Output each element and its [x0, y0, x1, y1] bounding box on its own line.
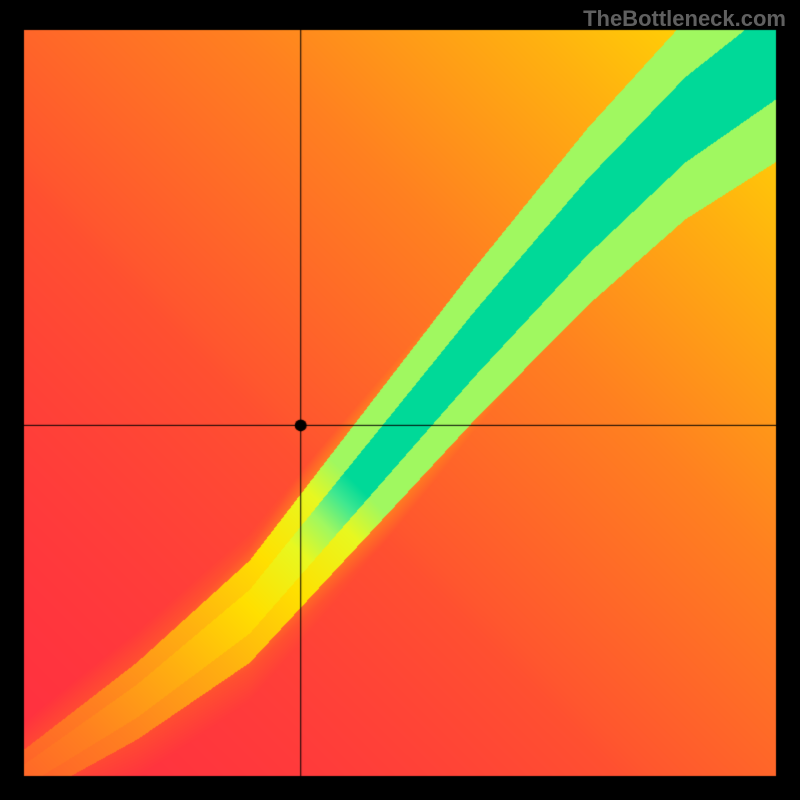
chart-container: TheBottleneck.com	[0, 0, 800, 800]
watermark-text: TheBottleneck.com	[583, 6, 786, 32]
bottleneck-heatmap	[0, 0, 800, 800]
